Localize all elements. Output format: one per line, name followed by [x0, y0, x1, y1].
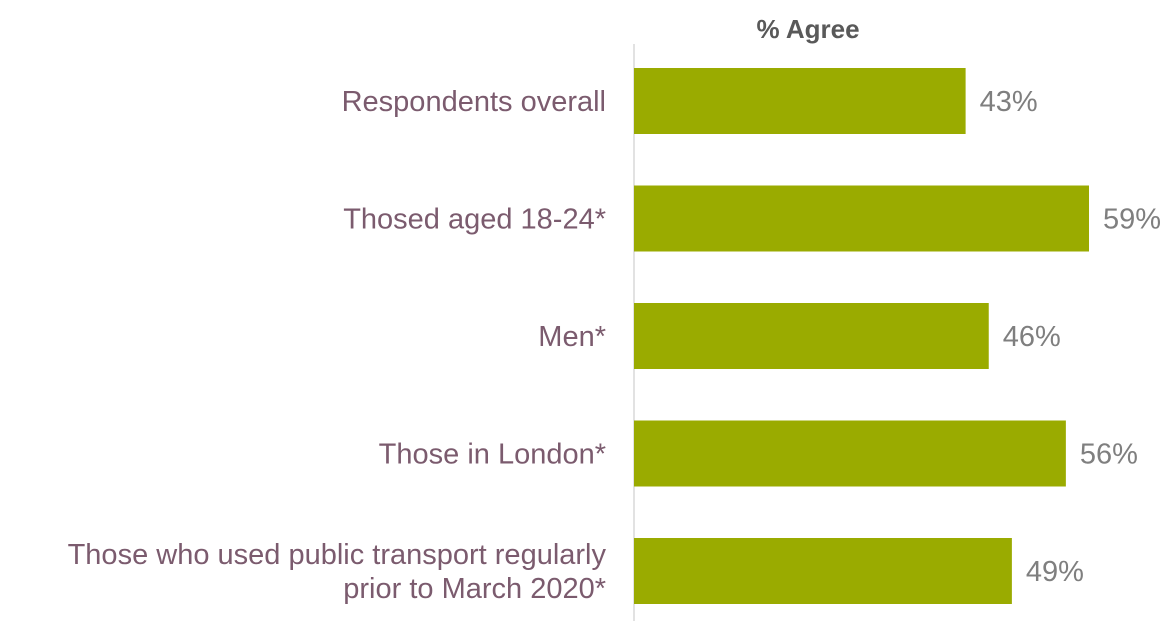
- chart-title: % Agree: [756, 14, 859, 44]
- category-label-4: Those who used public transport regularl…: [68, 539, 607, 605]
- bars-layer: 43% Respondents overall 59% Thosed aged 18-…: [68, 68, 1161, 605]
- category-label-line: Those who used public transport regularl…: [68, 539, 607, 571]
- category-label-0: Respondents overall: [342, 86, 606, 118]
- category-label-line: Thosed aged 18-24*: [343, 204, 606, 236]
- category-label-line: Respondents overall: [342, 86, 606, 118]
- bar-3: [634, 420, 1066, 487]
- value-label-1: 59%: [1103, 204, 1161, 236]
- bar-0: [634, 68, 966, 134]
- category-label-line: Those in London*: [379, 439, 606, 471]
- category-label-line: Men*: [538, 321, 606, 353]
- bar-1: [634, 185, 1089, 252]
- bar-4: [634, 538, 1012, 604]
- value-label-0: 43%: [980, 86, 1038, 118]
- value-label-2: 46%: [1003, 321, 1061, 353]
- category-label-1: Thosed aged 18-24*: [343, 204, 606, 236]
- value-label-4: 49%: [1026, 556, 1084, 588]
- category-label-line: prior to March 2020*: [343, 573, 606, 605]
- category-label-3: Those in London*: [379, 439, 606, 471]
- category-label-2: Men*: [538, 321, 606, 353]
- value-label-3: 56%: [1080, 439, 1138, 471]
- bar-2: [634, 303, 989, 369]
